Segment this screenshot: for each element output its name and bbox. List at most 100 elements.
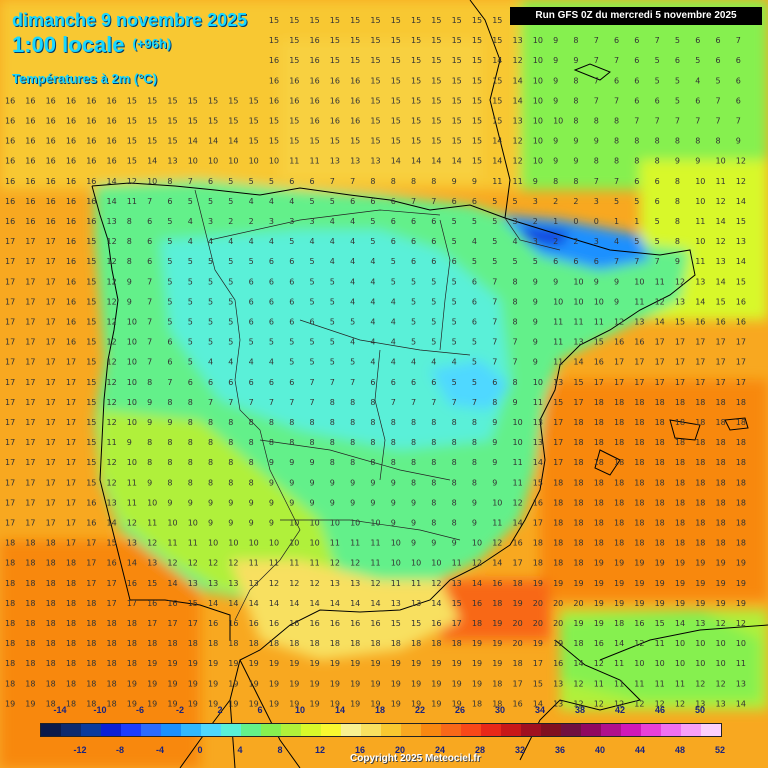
grid-value: 18 <box>127 639 137 648</box>
scale-label-bottom: 4 <box>237 745 243 755</box>
grid-value: 18 <box>634 539 644 548</box>
grid-value: 13 <box>716 699 726 708</box>
grid-value: 6 <box>249 318 254 327</box>
grid-value: 8 <box>573 117 578 126</box>
grid-value: 18 <box>66 679 76 688</box>
grid-value: 16 <box>310 96 320 105</box>
grid-value: 18 <box>25 599 35 608</box>
grid-value: 11 <box>310 157 320 166</box>
grid-value: 15 <box>472 16 482 25</box>
grid-value: 17 <box>452 619 462 628</box>
grid-value: 9 <box>370 478 375 487</box>
grid-value: 10 <box>533 76 543 85</box>
grid-value: 5 <box>472 358 477 367</box>
grid-value: 6 <box>208 378 213 387</box>
grid-value: 19 <box>127 679 137 688</box>
grid-value: 7 <box>411 398 416 407</box>
grid-value: 5 <box>289 237 294 246</box>
grid-value: 11 <box>310 559 320 568</box>
grid-value: 17 <box>695 338 705 347</box>
grid-value: 5 <box>370 237 375 246</box>
grid-value: 12 <box>107 358 117 367</box>
grid-value: 9 <box>269 478 274 487</box>
grid-value: 16 <box>25 117 35 126</box>
scale-swatch <box>181 724 201 736</box>
grid-value: 19 <box>310 659 320 668</box>
grid-value: 17 <box>736 338 746 347</box>
grid-value: 8 <box>452 458 457 467</box>
grid-value: 6 <box>228 378 233 387</box>
grid-value: 12 <box>107 378 117 387</box>
grid-value: 5 <box>431 338 436 347</box>
grid-value: 19 <box>228 679 238 688</box>
grid-value: 14 <box>411 157 421 166</box>
grid-value: 11 <box>167 539 177 548</box>
grid-value: 17 <box>66 398 76 407</box>
grid-value: 8 <box>370 438 375 447</box>
grid-value: 17 <box>66 539 76 548</box>
map-time-title: 1:00 locale (+96h) <box>12 32 171 58</box>
scale-label-top: -14 <box>53 705 67 715</box>
grid-value: 16 <box>25 217 35 226</box>
grid-value: 15 <box>431 96 441 105</box>
grid-value: 16 <box>5 117 15 126</box>
grid-value: 8 <box>350 418 355 427</box>
grid-value: 17 <box>513 559 523 568</box>
grid-value: 6 <box>188 378 193 387</box>
grid-value: 18 <box>594 478 604 487</box>
grid-value: 19 <box>655 579 665 588</box>
grid-value: 15 <box>269 16 279 25</box>
grid-value: 18 <box>147 639 157 648</box>
grid-value: 18 <box>25 679 35 688</box>
grid-value: 6 <box>411 237 416 246</box>
scale-swatch <box>641 724 661 736</box>
grid-value: 8 <box>513 378 518 387</box>
grid-value: 8 <box>634 137 639 146</box>
grid-value: 3 <box>208 217 213 226</box>
grid-value: 7 <box>492 338 497 347</box>
grid-value: 18 <box>46 539 56 548</box>
grid-value: 2 <box>228 217 233 226</box>
grid-value: 8 <box>127 257 132 266</box>
grid-value: 15 <box>289 36 299 45</box>
grid-value: 15 <box>147 579 157 588</box>
variable-title: Températures à 2m (°C) <box>12 71 158 86</box>
grid-value: 12 <box>107 318 117 327</box>
scale-swatch <box>541 724 561 736</box>
grid-value: 18 <box>573 639 583 648</box>
grid-value: 7 <box>492 277 497 286</box>
grid-value: 15 <box>86 438 96 447</box>
grid-value: 7 <box>147 197 152 206</box>
grid-value: 14 <box>492 56 502 65</box>
grid-value: 18 <box>269 639 279 648</box>
grid-value: 10 <box>695 177 705 186</box>
run-info-box: Run GFS 0Z du mercredi 5 novembre 2025 <box>510 7 762 25</box>
grid-value: 18 <box>472 619 482 628</box>
grid-value: 6 <box>634 56 639 65</box>
grid-value: 16 <box>25 197 35 206</box>
grid-value: 12 <box>107 338 117 347</box>
grid-value: 14 <box>107 197 117 206</box>
grid-value: 19 <box>675 559 685 568</box>
grid-value: 5 <box>188 318 193 327</box>
grid-value: 11 <box>675 679 685 688</box>
grid-value: 13 <box>675 297 685 306</box>
grid-value: 6 <box>147 257 152 266</box>
grid-value: 8 <box>553 177 558 186</box>
grid-value: 8 <box>594 157 599 166</box>
scale-swatch <box>681 724 701 736</box>
grid-value: 16 <box>553 659 563 668</box>
grid-value: 11 <box>634 297 644 306</box>
grid-value: 15 <box>86 358 96 367</box>
grid-value: 19 <box>25 699 35 708</box>
grid-value: 18 <box>614 438 624 447</box>
grid-value: 5 <box>167 217 172 226</box>
grid-value: 8 <box>472 458 477 467</box>
grid-value: 18 <box>107 619 117 628</box>
grid-value: 19 <box>208 679 218 688</box>
grid-value: 19 <box>675 599 685 608</box>
grid-value: 18 <box>228 639 238 648</box>
grid-value: 3 <box>533 197 538 206</box>
grid-value: 15 <box>492 16 502 25</box>
